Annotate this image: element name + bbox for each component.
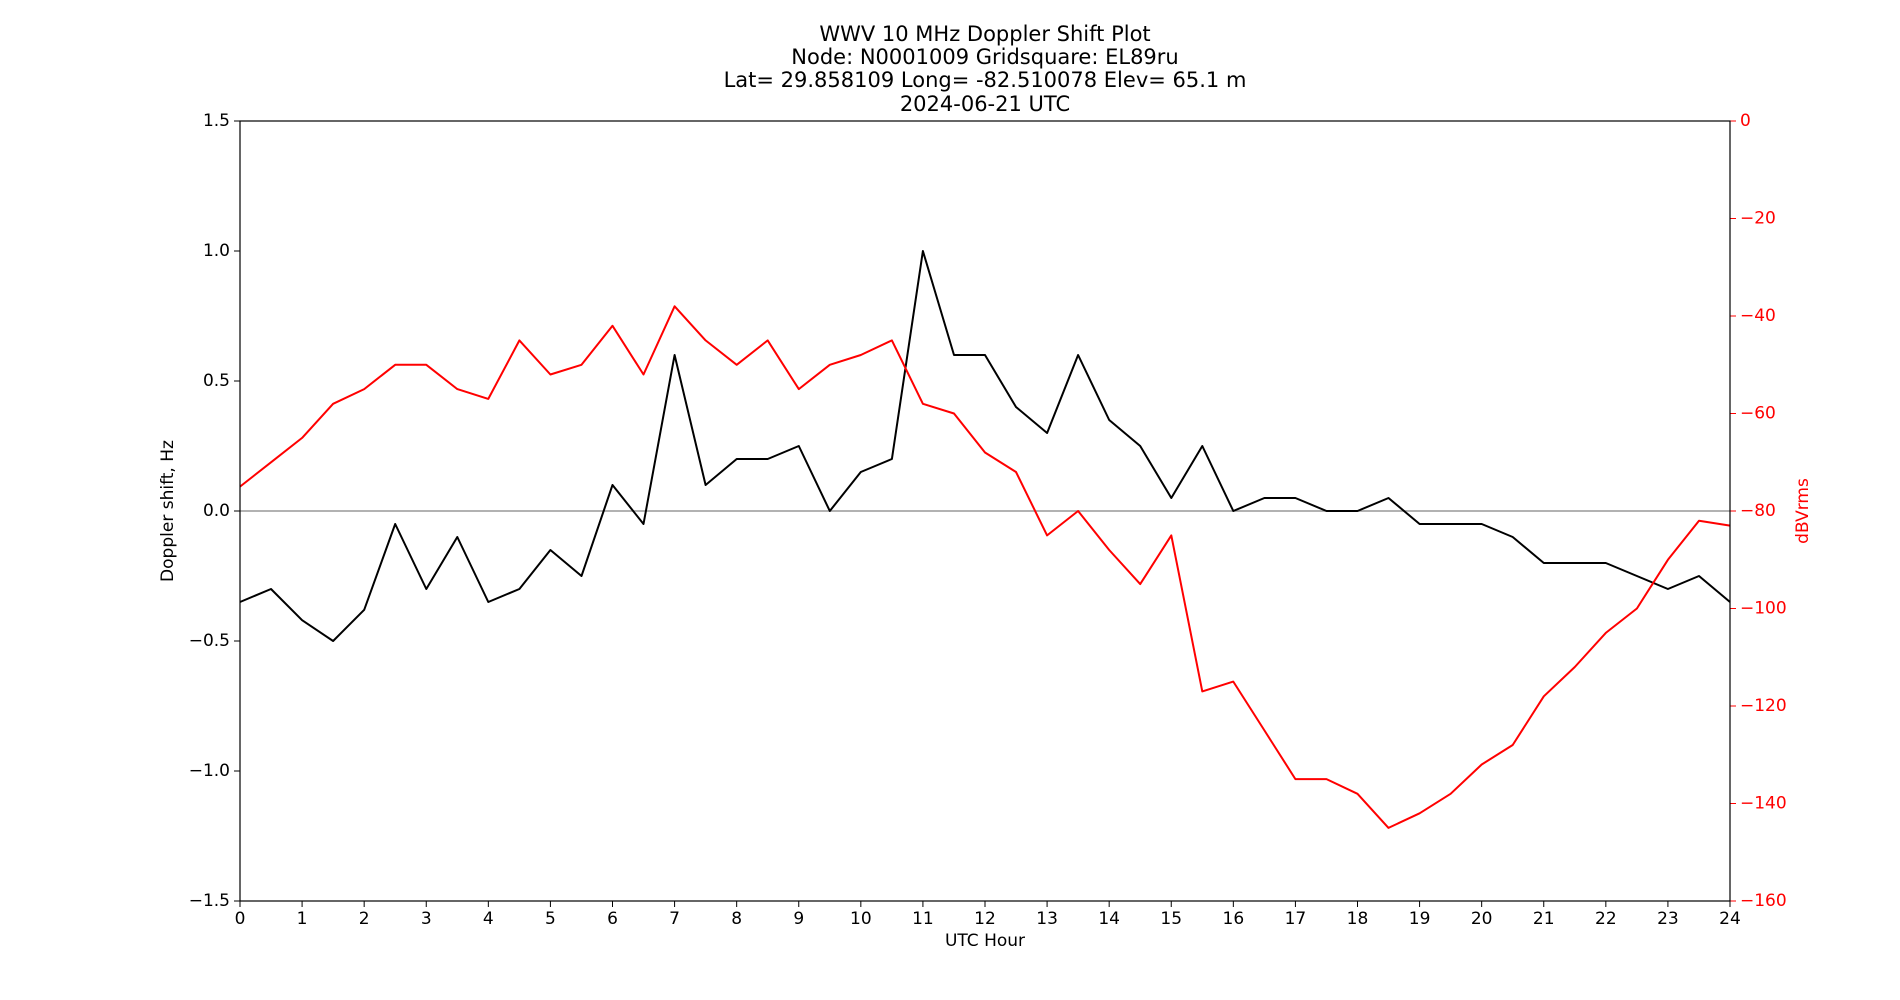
x-tick-label: 7 — [669, 909, 680, 929]
x-tick-label: 3 — [421, 909, 432, 929]
data-line — [239, 250, 1731, 642]
x-tick-label: 13 — [1036, 909, 1058, 929]
y2-axis-label: dBVrms — [1793, 478, 1813, 544]
y2-tick-label: 0 — [1740, 111, 1751, 131]
y-tick-label: 1.0 — [203, 241, 230, 261]
chart-subtitle: 2024-06-21 UTC — [900, 92, 1070, 116]
y2-tick-label: −40 — [1740, 306, 1776, 326]
y2-tick-label: −20 — [1740, 209, 1776, 229]
x-tick-label: 4 — [483, 909, 494, 929]
y2-tick-label: −160 — [1740, 891, 1787, 911]
y2-tick-label: −140 — [1740, 794, 1787, 814]
x-tick-label: 22 — [1595, 909, 1617, 929]
chart-title: WWV 10 MHz Doppler Shift Plot — [819, 22, 1150, 46]
chart-subtitle: Node: N0001009 Gridsquare: EL89ru — [791, 45, 1178, 69]
y-tick-label: 1.5 — [203, 111, 230, 131]
x-tick-label: 1 — [297, 909, 308, 929]
plot-frame — [239, 120, 1731, 902]
y2-tick-label: −80 — [1740, 501, 1776, 521]
x-tick-label: 15 — [1160, 909, 1182, 929]
x-tick-label: 23 — [1657, 909, 1679, 929]
x-tick-label: 8 — [731, 909, 742, 929]
x-tick-label: 6 — [607, 909, 618, 929]
x-tick-label: 14 — [1098, 909, 1120, 929]
y2-tick-label: −60 — [1740, 404, 1776, 424]
y2-tick-label: −120 — [1740, 696, 1787, 716]
x-axis-label: UTC Hour — [945, 931, 1025, 951]
y-tick-label: 0.0 — [203, 501, 230, 521]
x-tick-label: 18 — [1347, 909, 1369, 929]
x-tick-label: 16 — [1223, 909, 1245, 929]
x-tick-label: 9 — [793, 909, 804, 929]
y-tick-label: −1.5 — [189, 891, 230, 911]
x-tick-label: 11 — [912, 909, 934, 929]
y-tick-label: −1.0 — [189, 761, 230, 781]
x-tick-label: 0 — [235, 909, 246, 929]
x-tick-label: 21 — [1533, 909, 1555, 929]
x-tick-label: 12 — [974, 909, 996, 929]
y-axis-label: Doppler shift, Hz — [158, 440, 178, 582]
data-line — [239, 305, 1731, 829]
x-tick-label: 19 — [1409, 909, 1431, 929]
x-tick-label: 20 — [1471, 909, 1493, 929]
x-tick-label: 24 — [1719, 909, 1741, 929]
y-tick-label: 0.5 — [203, 371, 230, 391]
x-tick-label: 5 — [545, 909, 556, 929]
y-tick-label: −0.5 — [189, 631, 230, 651]
y2-tick-label: −100 — [1740, 599, 1787, 619]
x-tick-label: 10 — [850, 909, 872, 929]
chart-subtitle: Lat= 29.858109 Long= -82.510078 Elev= 65… — [724, 68, 1247, 92]
x-tick-label: 2 — [359, 909, 370, 929]
x-tick-label: 17 — [1285, 909, 1307, 929]
